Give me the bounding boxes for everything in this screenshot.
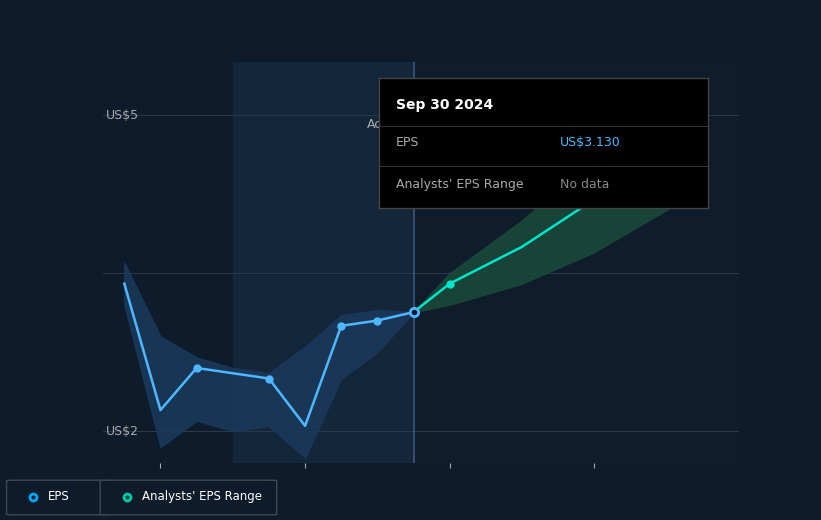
FancyBboxPatch shape — [7, 480, 109, 515]
Text: Sep 30 2024: Sep 30 2024 — [396, 98, 493, 111]
Text: Analysts' EPS Range: Analysts' EPS Range — [396, 178, 523, 191]
Bar — [414, 62, 739, 463]
Text: No data: No data — [560, 178, 609, 191]
Bar — [233, 62, 414, 463]
Text: Actual: Actual — [367, 118, 406, 131]
Text: US$3.130: US$3.130 — [560, 136, 621, 150]
Text: Analysts Forecasts: Analysts Forecasts — [421, 118, 537, 131]
FancyBboxPatch shape — [100, 480, 277, 515]
Text: EPS: EPS — [396, 136, 419, 150]
Text: Analysts' EPS Range: Analysts' EPS Range — [142, 490, 262, 503]
Text: US$5: US$5 — [106, 109, 139, 122]
Text: EPS: EPS — [48, 490, 69, 503]
Text: US$2: US$2 — [106, 425, 139, 438]
